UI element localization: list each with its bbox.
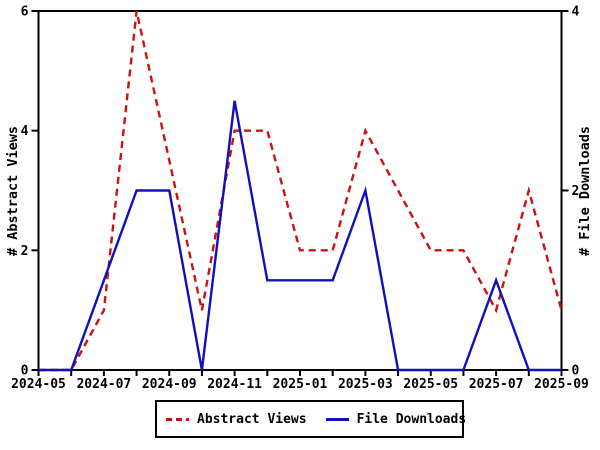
legend-entry-file-downloads: File Downloads	[325, 411, 467, 427]
legend-sample-dashed-line-icon	[166, 417, 189, 421]
right-axis-tick-label: 2	[572, 184, 580, 199]
x-axis-tick-label: 2025-03	[338, 377, 393, 392]
right-axis-tick-label: 0	[572, 364, 580, 379]
left-axis-tick-label: 6	[21, 5, 29, 20]
x-axis-tick-label: 2025-09	[534, 377, 589, 392]
left-axis-tick-label: 4	[21, 124, 29, 139]
x-axis-tick-label: 2024-07	[76, 377, 131, 392]
x-axis-tick-label: 2024-11	[207, 377, 262, 392]
x-axis-tick-label: 2025-07	[469, 377, 524, 392]
legend-entry-abstract-views: Abstract Views	[166, 412, 307, 427]
legend-sample-solid-line-icon	[325, 417, 349, 421]
x-axis-tick-label: 2025-05	[403, 377, 458, 392]
left-axis-title: # Abstract Views	[5, 125, 21, 256]
abstract-views-line	[38, 10, 563, 372]
right-axis-tick-label: 4	[572, 5, 580, 20]
right-axis-title: # File Downloads	[577, 125, 593, 256]
file-downloads-line	[38, 100, 562, 372]
x-axis-tick-label: 2024-09	[142, 377, 197, 392]
x-axis-tick-label: 2025-01	[273, 377, 328, 392]
left-axis-tick-label: 2	[21, 244, 29, 259]
x-axis-tick-label: 2024-05	[11, 377, 66, 392]
legend-label-abstract-views: Abstract Views	[197, 411, 307, 427]
left-axis-tick-label: 0	[21, 364, 29, 379]
legend-label-file-downloads: File Downloads	[356, 411, 467, 427]
legend: Abstract Views File Downloads	[155, 400, 467, 438]
